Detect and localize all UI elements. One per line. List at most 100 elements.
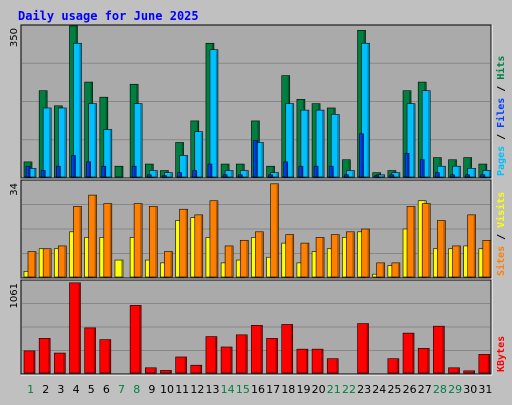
day-bar-group bbox=[403, 333, 414, 373]
kbytes-bar bbox=[297, 349, 308, 373]
day-bar-group bbox=[54, 246, 66, 277]
kbytes-bar bbox=[54, 353, 65, 373]
files-bar bbox=[43, 108, 51, 177]
x-day-label: 5 bbox=[88, 383, 95, 396]
day-bar-group bbox=[206, 43, 218, 177]
day-bar-group bbox=[236, 335, 247, 373]
sites-bar bbox=[316, 237, 324, 277]
sites-bar bbox=[149, 206, 157, 277]
y-max-label: 34 bbox=[9, 183, 20, 196]
day-bar-group bbox=[312, 104, 324, 177]
x-day-label: 1 bbox=[27, 383, 34, 396]
kbytes-bar bbox=[267, 338, 278, 373]
pages-bar bbox=[299, 166, 303, 177]
legend-entry: Pages bbox=[496, 146, 507, 176]
day-bar-group bbox=[69, 283, 80, 373]
sites-bar bbox=[73, 206, 81, 277]
day-bar-group bbox=[358, 229, 370, 277]
sites-bar bbox=[89, 195, 97, 277]
kbytes-bar bbox=[464, 371, 475, 373]
day-bar-group bbox=[206, 337, 217, 373]
sites-bar bbox=[331, 235, 339, 277]
day-bar-group bbox=[251, 325, 262, 373]
kbytes-bar bbox=[85, 328, 96, 373]
pages-bar bbox=[420, 160, 424, 177]
x-day-label: 18 bbox=[281, 383, 295, 396]
pages-bar bbox=[435, 173, 439, 177]
day-bar-group bbox=[69, 26, 81, 177]
x-day-label: 30 bbox=[463, 383, 477, 396]
day-bar-group bbox=[39, 338, 50, 373]
kbytes-bar bbox=[388, 359, 399, 373]
pages-bar bbox=[178, 173, 182, 177]
pages-bar bbox=[223, 175, 227, 177]
sites-bar bbox=[240, 240, 248, 277]
kbytes-bar bbox=[130, 305, 141, 373]
pages-bar bbox=[26, 166, 30, 177]
y-max-label: 350 bbox=[9, 28, 20, 47]
pages-bar bbox=[132, 166, 136, 177]
kbytes-bar bbox=[433, 326, 444, 373]
day-bar-group bbox=[54, 106, 66, 177]
day-bar-group bbox=[54, 353, 65, 373]
day-bar-group bbox=[100, 340, 111, 373]
pages-bar bbox=[87, 162, 91, 177]
pages-bar bbox=[269, 175, 273, 177]
x-day-label: 26 bbox=[403, 383, 417, 396]
pages-bar bbox=[162, 176, 166, 177]
legend-separator: / bbox=[496, 128, 507, 146]
sites-bar bbox=[43, 249, 51, 277]
day-bar-group bbox=[418, 201, 430, 277]
pages-bar bbox=[375, 176, 379, 177]
legend-kbytes: KBytes bbox=[496, 336, 507, 372]
x-day-label: 21 bbox=[327, 383, 341, 396]
x-day-label: 17 bbox=[266, 383, 280, 396]
pages-bar bbox=[390, 175, 394, 177]
sites-bar bbox=[28, 252, 36, 277]
kbytes-bar bbox=[403, 333, 414, 373]
day-bar-group bbox=[160, 370, 171, 373]
x-day-label: 19 bbox=[296, 383, 310, 396]
pages-bar bbox=[329, 166, 333, 177]
day-bar-group bbox=[176, 357, 187, 373]
x-day-label: 12 bbox=[190, 383, 204, 396]
x-day-label: 16 bbox=[251, 383, 265, 396]
sites-bar bbox=[483, 240, 491, 277]
day-bar-group bbox=[115, 166, 123, 177]
pages-bar bbox=[360, 134, 364, 177]
sites-bar bbox=[180, 209, 188, 277]
x-day-label: 13 bbox=[206, 383, 220, 396]
sites-bar bbox=[210, 201, 218, 277]
day-bar-group bbox=[221, 347, 232, 373]
pages-bar bbox=[41, 171, 45, 177]
day-bar-group bbox=[282, 324, 293, 373]
kbytes-bar bbox=[206, 337, 217, 373]
x-day-label: 15 bbox=[236, 383, 250, 396]
hits-bar bbox=[115, 166, 123, 177]
pages-bar bbox=[253, 140, 257, 177]
day-bar-group bbox=[39, 249, 51, 277]
files-bar bbox=[210, 50, 218, 177]
day-bar-group bbox=[342, 232, 354, 277]
pages-bar bbox=[56, 166, 60, 177]
x-day-label: 3 bbox=[57, 383, 64, 396]
legend-entry: Sites bbox=[495, 246, 507, 276]
kbytes-bar bbox=[24, 351, 35, 373]
pages-bar bbox=[481, 175, 485, 177]
sites-bar bbox=[407, 206, 415, 277]
x-day-label: 25 bbox=[387, 383, 401, 396]
legend-separator: / bbox=[496, 228, 507, 246]
day-bar-group bbox=[312, 349, 323, 373]
day-bar-group bbox=[115, 260, 123, 277]
kbytes-bar bbox=[39, 338, 50, 373]
sites-bar bbox=[225, 246, 233, 277]
x-day-label: 11 bbox=[175, 383, 189, 396]
x-day-label: 31 bbox=[478, 383, 492, 396]
sites-bar bbox=[346, 232, 354, 277]
day-bar-group bbox=[418, 82, 430, 177]
chart-title: Daily usage for June 2025 bbox=[18, 9, 199, 23]
x-day-label: 22 bbox=[342, 383, 356, 396]
